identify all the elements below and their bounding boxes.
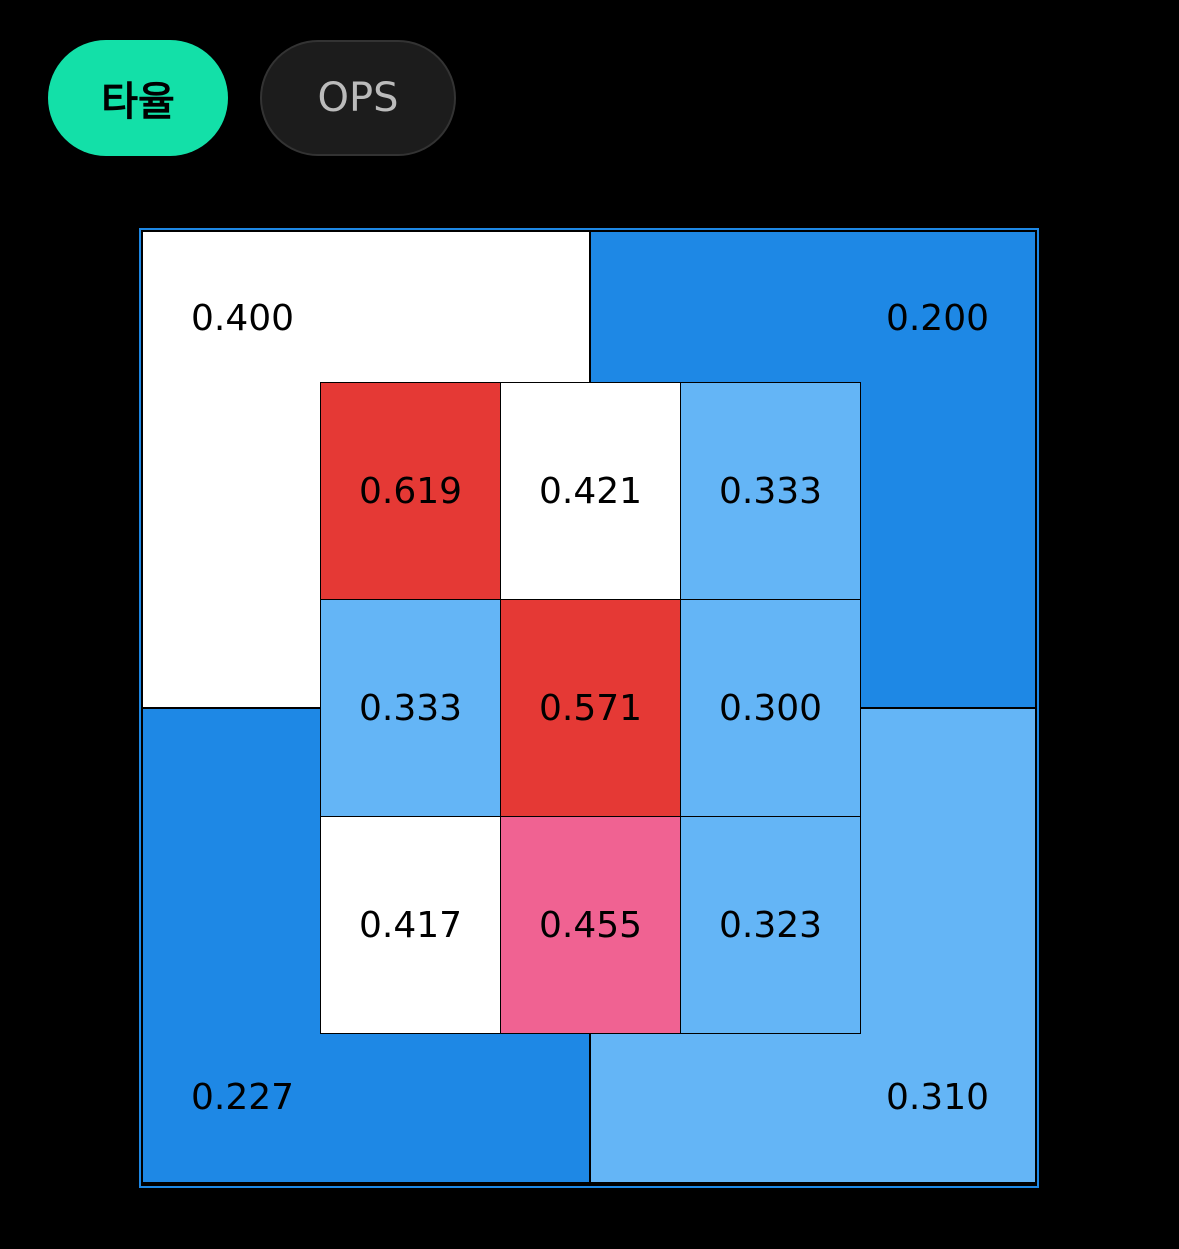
inner-cell: 0.417 [320, 816, 501, 1034]
zone-border [139, 228, 1039, 1188]
inner-cell: 0.300 [680, 599, 861, 817]
outer-value: 0.227 [191, 1077, 295, 1118]
inner-cell: 0.333 [680, 382, 861, 600]
outer-value: 0.400 [191, 298, 295, 339]
inner-cell: 0.619 [320, 382, 501, 600]
outer-value: 0.200 [885, 298, 989, 339]
tab[interactable]: 타율 [48, 40, 228, 156]
tab[interactable]: OPS [260, 40, 456, 156]
inner-cell: 0.571 [500, 599, 681, 817]
outer-value: 0.310 [885, 1077, 989, 1118]
inner-cell: 0.333 [320, 599, 501, 817]
inner-cell: 0.323 [680, 816, 861, 1034]
inner-cell: 0.455 [500, 816, 681, 1034]
inner-cell: 0.421 [500, 382, 681, 600]
